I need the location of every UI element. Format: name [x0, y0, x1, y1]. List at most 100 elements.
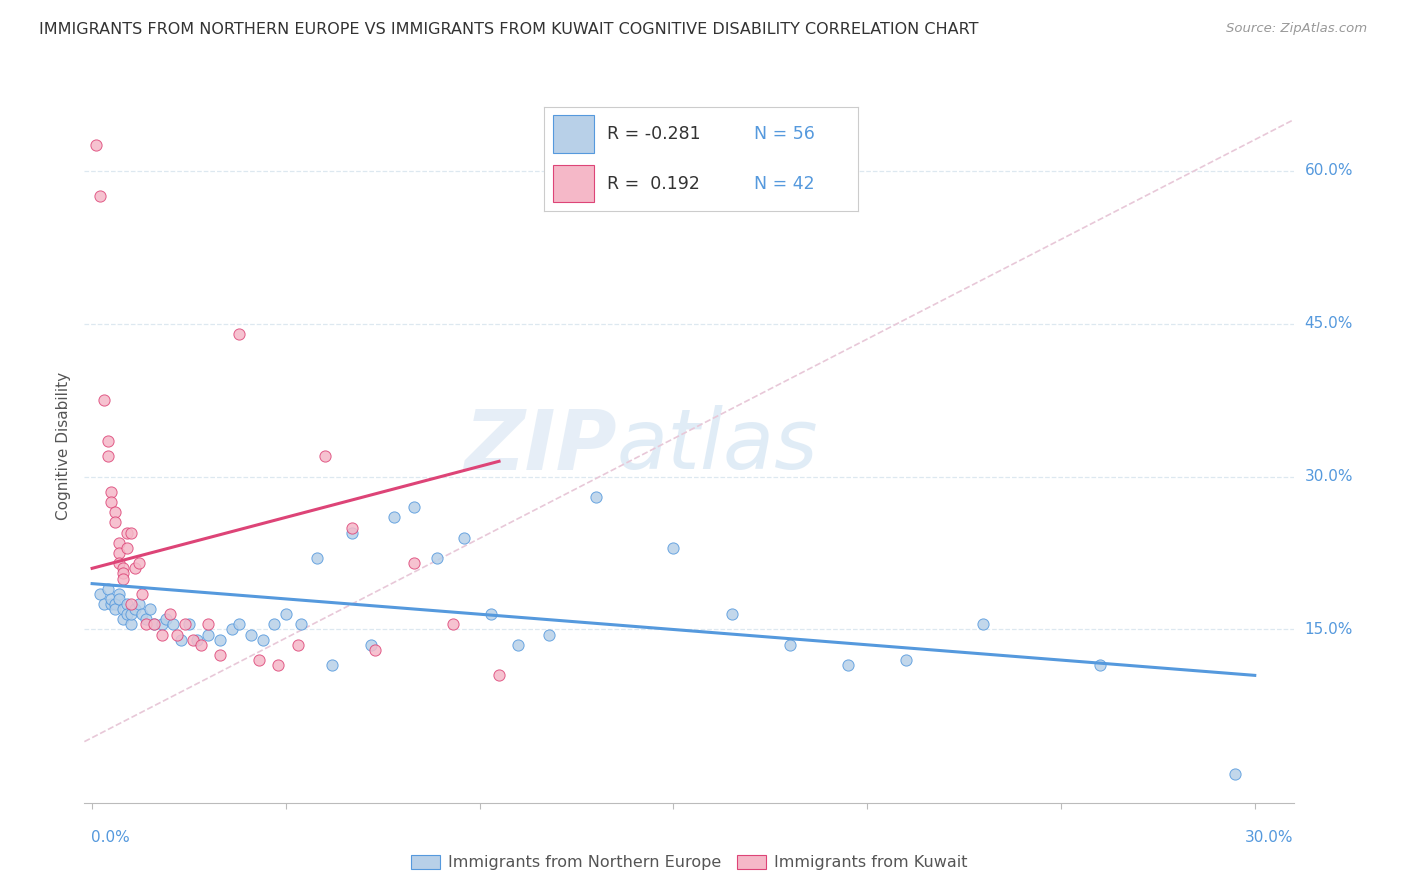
Point	[426, 551, 449, 566]
Point	[104, 516, 127, 530]
Point	[97, 582, 120, 596]
Point	[177, 617, 200, 632]
Point	[93, 393, 115, 408]
Point	[139, 602, 162, 616]
Point	[181, 632, 204, 647]
Point	[120, 607, 142, 622]
Point	[837, 658, 859, 673]
Point	[170, 632, 193, 647]
Point	[340, 525, 363, 540]
Point	[120, 597, 142, 611]
Point	[120, 617, 142, 632]
Point	[186, 632, 208, 647]
Text: 30.0%: 30.0%	[1246, 830, 1294, 845]
Text: ZIP: ZIP	[464, 406, 616, 486]
Point	[314, 449, 336, 463]
Point	[240, 627, 263, 641]
Point	[166, 627, 188, 641]
Point	[662, 541, 685, 555]
Point	[972, 617, 994, 632]
Point	[115, 525, 138, 540]
Text: IMMIGRANTS FROM NORTHERN EUROPE VS IMMIGRANTS FROM KUWAIT COGNITIVE DISABILITY C: IMMIGRANTS FROM NORTHERN EUROPE VS IMMIG…	[39, 22, 979, 37]
Point	[128, 556, 150, 570]
Point	[228, 617, 250, 632]
Point	[479, 607, 502, 622]
Text: atlas: atlas	[616, 406, 818, 486]
Point	[190, 638, 212, 652]
Point	[290, 617, 312, 632]
Text: 45.0%: 45.0%	[1305, 316, 1353, 331]
Point	[360, 638, 382, 652]
Point	[112, 561, 135, 575]
Point	[93, 597, 115, 611]
Point	[108, 536, 131, 550]
Point	[340, 520, 363, 534]
Point	[112, 572, 135, 586]
Point	[585, 490, 607, 504]
Point	[108, 587, 131, 601]
Point	[112, 612, 135, 626]
Text: N = 42: N = 42	[755, 175, 815, 193]
Point	[100, 597, 122, 611]
Point	[1088, 658, 1111, 673]
Point	[89, 587, 111, 601]
Point	[143, 617, 166, 632]
Point	[402, 500, 425, 515]
Point	[488, 668, 510, 682]
Point	[100, 495, 122, 509]
Point	[287, 638, 309, 652]
Point	[453, 531, 475, 545]
Point	[104, 597, 127, 611]
FancyBboxPatch shape	[554, 165, 595, 202]
Point	[115, 607, 138, 622]
Point	[108, 546, 131, 560]
Point	[108, 556, 131, 570]
Point	[104, 505, 127, 519]
Point	[97, 434, 120, 448]
Point	[720, 607, 742, 622]
Point	[364, 643, 387, 657]
Point	[115, 541, 138, 555]
Point	[274, 607, 297, 622]
Point	[131, 607, 153, 622]
Point	[1225, 767, 1247, 781]
Point	[159, 607, 181, 622]
Point	[100, 591, 122, 606]
Point	[402, 556, 425, 570]
Point	[384, 510, 406, 524]
Point	[538, 627, 561, 641]
Point	[104, 602, 127, 616]
Point	[441, 617, 464, 632]
Point	[162, 617, 184, 632]
Point	[174, 617, 197, 632]
Point	[84, 138, 107, 153]
Point	[120, 525, 142, 540]
Point	[247, 653, 270, 667]
Point	[97, 449, 120, 463]
Point	[321, 658, 343, 673]
Text: R =  0.192: R = 0.192	[607, 175, 700, 193]
Point	[108, 591, 131, 606]
Point	[263, 617, 285, 632]
Point	[124, 561, 146, 575]
Y-axis label: Cognitive Disability: Cognitive Disability	[56, 372, 72, 520]
Point	[150, 617, 173, 632]
Text: N = 56: N = 56	[755, 125, 815, 143]
Text: 15.0%: 15.0%	[1305, 622, 1353, 637]
Point	[208, 648, 231, 662]
Text: Source: ZipAtlas.com: Source: ZipAtlas.com	[1226, 22, 1367, 36]
Text: 0.0%: 0.0%	[91, 830, 131, 845]
Text: R = -0.281: R = -0.281	[607, 125, 700, 143]
Legend: Immigrants from Northern Europe, Immigrants from Kuwait: Immigrants from Northern Europe, Immigra…	[405, 848, 973, 877]
Point	[124, 602, 146, 616]
Point	[779, 638, 801, 652]
Point	[155, 612, 177, 626]
Point	[305, 551, 328, 566]
Point	[112, 602, 135, 616]
Point	[128, 597, 150, 611]
Text: 30.0%: 30.0%	[1305, 469, 1353, 484]
Point	[135, 612, 157, 626]
Point	[267, 658, 290, 673]
Point	[115, 597, 138, 611]
Point	[208, 632, 231, 647]
